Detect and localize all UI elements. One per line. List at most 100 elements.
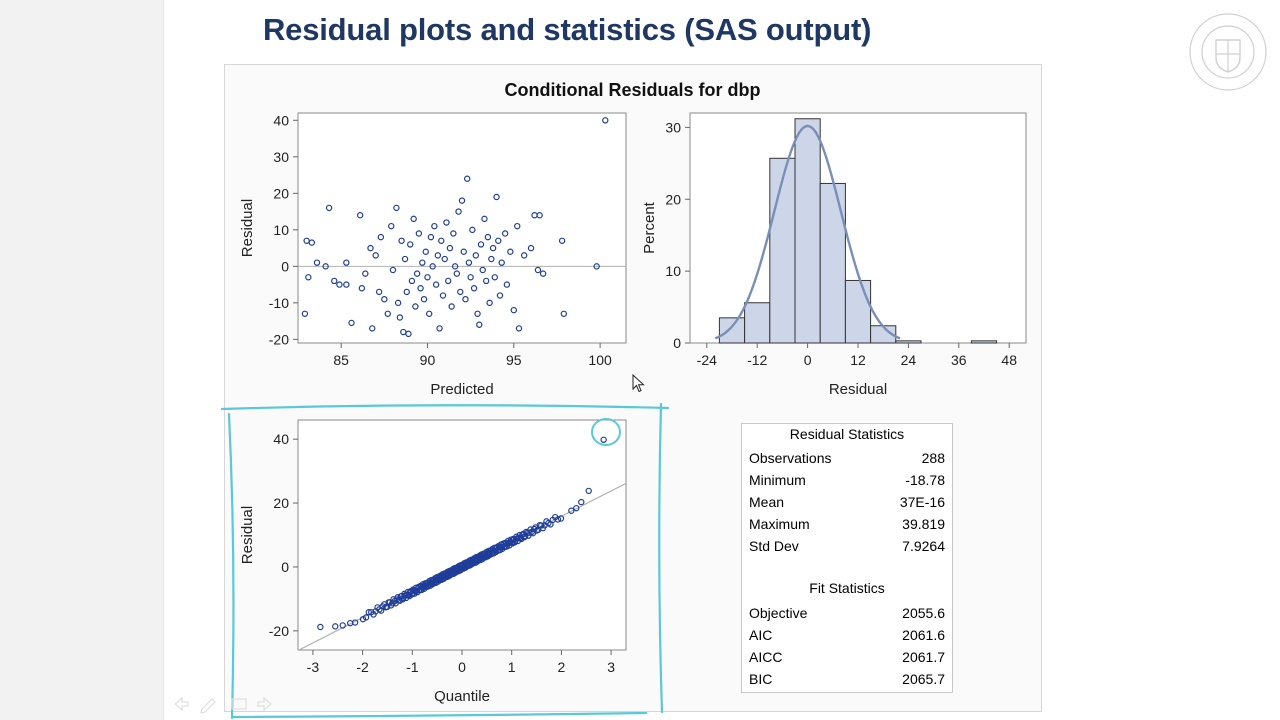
data-point bbox=[558, 237, 566, 244]
data-point bbox=[465, 259, 473, 266]
data-point bbox=[343, 281, 350, 288]
data-point bbox=[455, 208, 462, 215]
data-point bbox=[510, 306, 517, 314]
data-point bbox=[348, 319, 355, 327]
data-point bbox=[394, 299, 402, 307]
stat-label: Observations bbox=[749, 450, 832, 466]
x-tick-label: 1 bbox=[508, 659, 516, 675]
data-point bbox=[496, 292, 504, 299]
x-tick-label: 36 bbox=[951, 352, 967, 368]
data-point bbox=[488, 255, 495, 263]
data-point bbox=[501, 230, 509, 237]
stat-row: Mean 37E-16 bbox=[749, 494, 945, 514]
data-point bbox=[369, 325, 376, 332]
stat-value: 37E-16 bbox=[899, 494, 945, 510]
slide-nav-controls[interactable] bbox=[172, 694, 282, 714]
y-tick-label: 40 bbox=[273, 112, 289, 128]
stat-row: AIC 2061.6 bbox=[749, 627, 945, 647]
stat-label: AICC bbox=[749, 649, 783, 665]
data-point bbox=[405, 330, 412, 338]
data-point bbox=[482, 277, 490, 285]
y-tick-label: -20 bbox=[269, 331, 289, 347]
data-point bbox=[458, 197, 466, 204]
data-point bbox=[308, 239, 316, 246]
data-point bbox=[343, 259, 350, 266]
stat-row: Minimum -18.78 bbox=[749, 472, 945, 492]
pen-icon bbox=[200, 698, 216, 714]
data-point bbox=[396, 314, 404, 321]
fit-statistics-heading: Fit Statistics bbox=[809, 580, 885, 596]
y-axis-label: Percent bbox=[641, 201, 658, 254]
residual-qq-plot-chart: -3 -2 -1 0 1 2 3 -20 0 20 40 Quantile Residual bbox=[239, 419, 627, 705]
x-tick-label: 100 bbox=[588, 352, 612, 368]
stat-value: 288 bbox=[921, 450, 945, 466]
data-point bbox=[503, 281, 511, 288]
histogram-bar bbox=[970, 340, 998, 344]
x-axis-label: Residual bbox=[829, 381, 887, 398]
data-point bbox=[419, 259, 426, 266]
x-tick-label: 90 bbox=[420, 352, 436, 368]
stat-row: Objective 2055.6 bbox=[749, 605, 945, 625]
data-point bbox=[410, 215, 417, 223]
data-point bbox=[460, 248, 467, 255]
slide-title: Residual plots and statistics (SAS outpu… bbox=[263, 12, 872, 47]
data-point bbox=[407, 241, 414, 248]
data-point bbox=[472, 252, 480, 259]
data-point bbox=[434, 252, 442, 259]
data-point bbox=[462, 295, 469, 303]
data-point bbox=[474, 310, 481, 317]
stat-label: AIC bbox=[749, 627, 773, 643]
stat-row: AICC 2061.7 bbox=[749, 649, 945, 669]
data-point bbox=[514, 222, 521, 230]
data-point bbox=[527, 244, 535, 252]
data-point bbox=[313, 259, 321, 266]
data-point bbox=[491, 274, 498, 281]
data-point bbox=[415, 230, 423, 237]
stat-label: Maximum bbox=[749, 516, 810, 532]
stat-row: Observations 288 bbox=[749, 450, 945, 470]
data-point bbox=[429, 263, 436, 270]
residual-histogram-chart: -24 -12 0 12 24 36 48 0 10 20 30 Residual Percent bbox=[641, 112, 1027, 398]
stat-label: BIC bbox=[749, 671, 773, 687]
prev-slide-icon bbox=[174, 696, 189, 712]
data-point bbox=[493, 193, 500, 201]
y-tick-label: 0 bbox=[281, 258, 289, 274]
stat-label: Minimum bbox=[749, 472, 806, 488]
data-point bbox=[489, 244, 497, 252]
x-tick-label: -1 bbox=[406, 659, 419, 675]
data-point bbox=[424, 274, 431, 281]
data-point bbox=[441, 255, 448, 263]
y-tick-label: -10 bbox=[269, 295, 289, 311]
data-point bbox=[534, 266, 542, 274]
normal-density-curve bbox=[714, 124, 901, 340]
data-point bbox=[439, 292, 447, 299]
stat-row: BIC 2065.7 bbox=[749, 671, 945, 691]
data-point bbox=[539, 270, 547, 277]
data-point bbox=[336, 281, 343, 288]
data-point bbox=[470, 285, 478, 292]
statistics-table: Residual Statistics Observations 288 Mini… bbox=[741, 423, 953, 693]
data-point bbox=[498, 259, 505, 266]
data-point bbox=[393, 204, 400, 212]
data-point bbox=[356, 212, 364, 219]
stat-value: 2055.6 bbox=[902, 605, 945, 621]
data-point bbox=[377, 233, 385, 241]
data-point bbox=[443, 219, 450, 226]
data-point bbox=[413, 270, 421, 277]
data-point bbox=[362, 270, 369, 277]
data-point bbox=[495, 237, 502, 244]
y-axis-label: Residual bbox=[239, 506, 256, 564]
histogram-bar bbox=[769, 157, 796, 344]
slide-left-margin bbox=[0, 0, 163, 720]
stat-row: Maximum 39.819 bbox=[749, 516, 945, 536]
data-point bbox=[408, 277, 416, 285]
y-tick-label: 20 bbox=[273, 185, 289, 201]
x-tick-label: 95 bbox=[506, 352, 522, 368]
data-point bbox=[444, 277, 452, 285]
university-crest-logo bbox=[1189, 13, 1267, 91]
data-point bbox=[463, 175, 471, 182]
data-point bbox=[420, 295, 428, 303]
data-point bbox=[536, 212, 543, 219]
stat-value: 7.9264 bbox=[902, 538, 945, 554]
x-tick-label: 3 bbox=[607, 659, 615, 675]
